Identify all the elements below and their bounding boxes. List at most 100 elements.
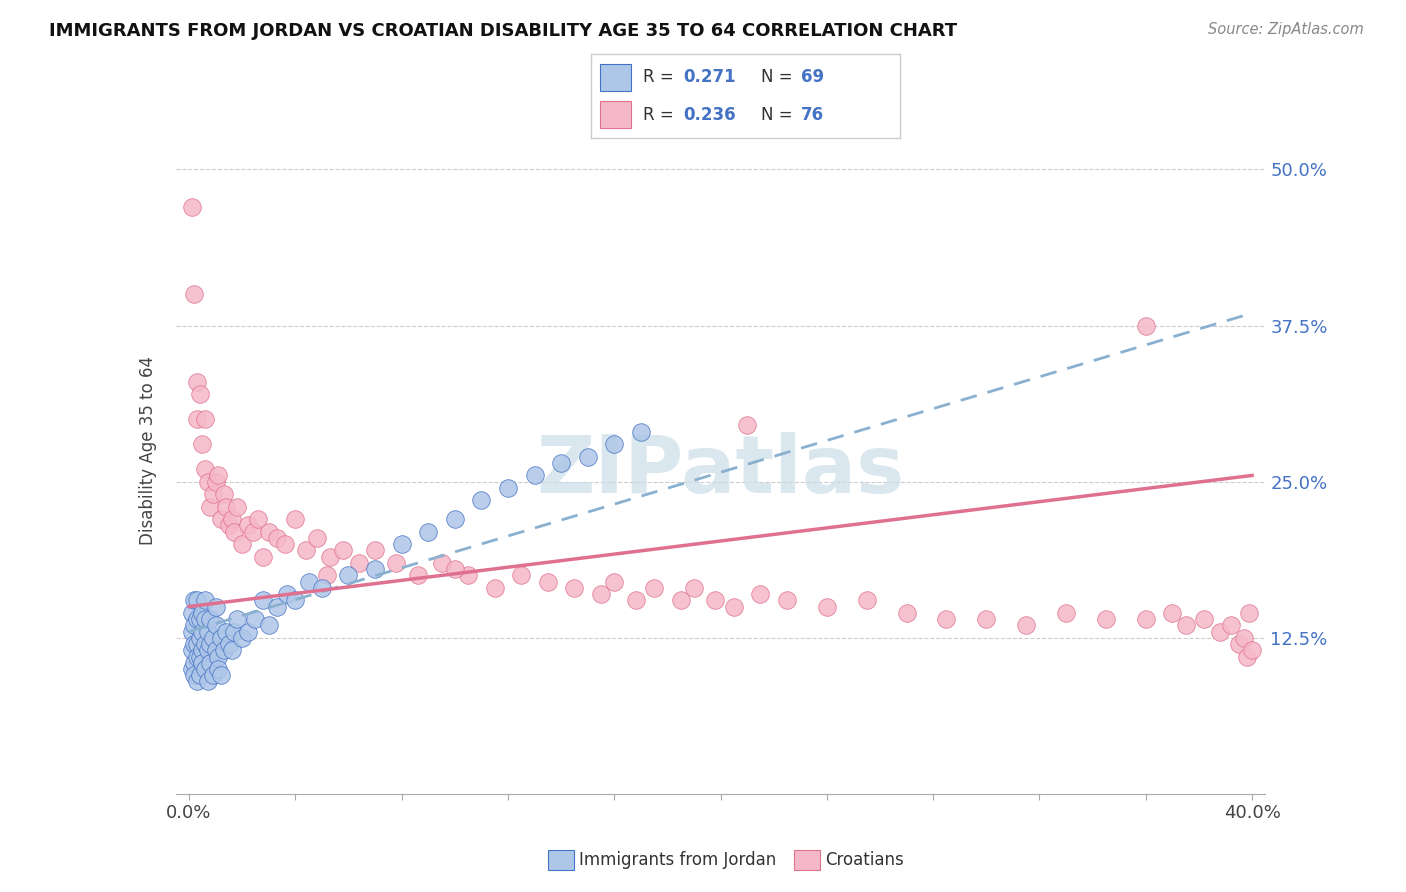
Point (245, 612, 267, 626)
Point (1219, 618, 1241, 632)
Point (186, 412, 208, 426)
Point (197, 475, 219, 489)
Y-axis label: Disability Age 35 to 64: Disability Age 35 to 64 (139, 356, 157, 545)
Point (896, 606, 918, 620)
Point (523, 468, 546, 483)
Point (188, 387, 211, 401)
Point (207, 662, 229, 676)
Point (186, 637, 208, 651)
Point (186, 612, 208, 626)
Point (1236, 649, 1258, 664)
Point (252, 593, 274, 607)
Point (183, 618, 205, 632)
Point (484, 581, 506, 595)
Point (180, 200, 202, 214)
Text: N =: N = (761, 105, 797, 123)
Text: 76: 76 (801, 105, 824, 123)
Point (418, 524, 440, 539)
Point (191, 437, 214, 451)
Point (276, 587, 298, 601)
Point (550, 456, 572, 470)
Point (180, 624, 202, 639)
Point (209, 668, 232, 682)
Point (266, 531, 288, 545)
Point (976, 612, 998, 626)
Point (225, 612, 247, 626)
Point (257, 618, 280, 632)
Point (630, 425, 652, 439)
Point (1135, 318, 1157, 333)
Bar (600, 63, 631, 91)
Point (209, 631, 232, 645)
Point (257, 524, 280, 539)
Point (776, 593, 799, 607)
Point (683, 581, 706, 595)
Point (183, 593, 205, 607)
Point (669, 593, 692, 607)
Point (212, 487, 235, 501)
Point (1241, 643, 1264, 657)
Point (197, 643, 219, 657)
Text: R =: R = (643, 69, 679, 87)
Point (332, 543, 354, 558)
Point (194, 612, 217, 626)
Point (316, 568, 339, 582)
Point (284, 512, 307, 526)
Point (207, 468, 229, 483)
Point (204, 599, 226, 614)
Point (188, 649, 211, 664)
Point (186, 375, 208, 389)
Point (311, 581, 333, 595)
Point (191, 656, 214, 670)
Point (537, 574, 560, 589)
Point (935, 612, 957, 626)
Point (242, 524, 264, 539)
Point (347, 556, 370, 570)
Point (218, 637, 240, 651)
Point (180, 643, 202, 657)
Point (194, 412, 217, 426)
Point (183, 637, 205, 651)
Point (364, 543, 387, 558)
Point (183, 287, 205, 301)
Point (589, 587, 612, 601)
Point (298, 574, 321, 589)
Point (201, 631, 224, 645)
Point (576, 450, 599, 464)
Point (180, 662, 202, 676)
Point (218, 518, 240, 533)
Point (191, 606, 214, 620)
Point (1161, 606, 1184, 620)
Point (224, 524, 246, 539)
Point (221, 512, 243, 526)
Bar (600, 101, 631, 128)
Point (183, 668, 205, 682)
Point (704, 593, 727, 607)
Point (224, 624, 246, 639)
Point (815, 599, 838, 614)
Point (443, 562, 465, 576)
Point (624, 593, 647, 607)
Point (305, 531, 328, 545)
Point (1054, 606, 1077, 620)
Point (1095, 612, 1118, 626)
Point (209, 512, 232, 526)
Point (212, 643, 235, 657)
Point (855, 593, 877, 607)
Point (194, 662, 217, 676)
Point (1015, 618, 1038, 632)
Text: 0.271: 0.271 (683, 69, 735, 87)
Point (194, 593, 217, 607)
Point (1227, 637, 1250, 651)
Point (749, 587, 772, 601)
Point (186, 593, 208, 607)
Point (183, 656, 205, 670)
Text: IMMIGRANTS FROM JORDAN VS CROATIAN DISABILITY AGE 35 TO 64 CORRELATION CHART: IMMIGRANTS FROM JORDAN VS CROATIAN DISAB… (49, 22, 957, 40)
Point (221, 643, 243, 657)
Point (643, 581, 665, 595)
Point (564, 581, 586, 595)
Point (723, 599, 745, 614)
Text: ZIPatlas: ZIPatlas (537, 432, 904, 510)
Point (225, 500, 247, 514)
Point (231, 537, 253, 551)
